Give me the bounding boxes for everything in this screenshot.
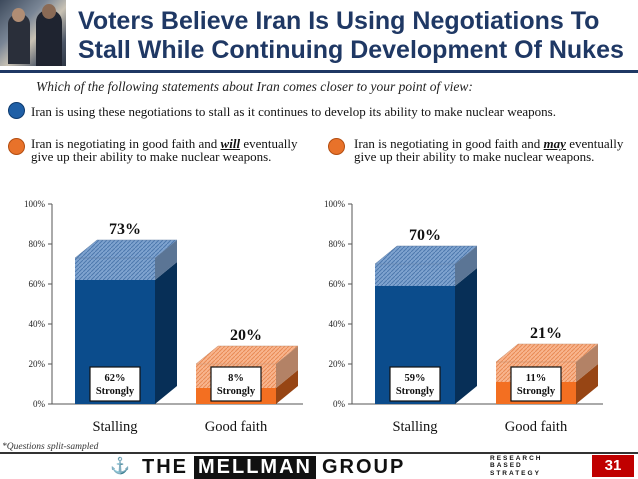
y-tick-label: 20%: [329, 359, 346, 369]
footer-divider: [0, 452, 638, 454]
strongly-label: Strongly: [517, 386, 556, 397]
bar-strong-side: [276, 370, 298, 404]
strongly-value: 59%: [405, 373, 426, 384]
strongly-label: Strongly: [396, 386, 435, 397]
y-tick-label: 40%: [29, 319, 46, 329]
y-tick-label: 40%: [329, 319, 346, 329]
category-label: Stalling: [92, 419, 137, 435]
bar-rest-side: [576, 344, 598, 382]
total-label: 21%: [530, 325, 562, 342]
bar-rest-side: [276, 346, 298, 388]
category-label: Good faith: [505, 419, 568, 435]
page-number: 31: [592, 455, 634, 477]
option-2-text: Iran is negotiating in good faith and wi…: [31, 136, 298, 164]
strongly-box: [210, 366, 262, 402]
question-text: Which of the following statements about …: [36, 79, 473, 94]
y-tick-label: 20%: [29, 359, 46, 369]
total-label: 73%: [109, 221, 141, 238]
bar-top: [374, 245, 478, 265]
bar-top: [195, 345, 299, 365]
strongly-value: 11%: [526, 373, 546, 384]
y-tick-label: 0%: [33, 399, 46, 409]
category-label: Good faith: [205, 419, 268, 435]
bar-strong-side: [576, 364, 598, 404]
bar-strong-side: [155, 262, 177, 404]
total-label: 20%: [230, 327, 262, 344]
strongly-box: [389, 366, 441, 402]
y-tick-label: 100%: [324, 199, 346, 209]
option-2-bullet: [8, 138, 25, 155]
strongly-label: Strongly: [96, 386, 135, 397]
bar-rest-side: [155, 240, 177, 280]
strongly-value: 8%: [228, 373, 244, 384]
strongly-label: Strongly: [217, 386, 256, 397]
page-title: Voters Believe Iran Is Using Negotiation…: [78, 7, 624, 64]
brand-tagline: RESEARCH BASED STRATEGY: [490, 455, 543, 477]
bar-top: [74, 239, 178, 259]
option-3-emphasis: may: [543, 136, 566, 151]
header-photo: [0, 0, 66, 66]
bar-rest-side: [455, 246, 477, 286]
bar-rest-front: [375, 264, 455, 286]
chart-left: 0% 20% 40% 60% 80% 100% 73% 62% Strongly Stalling…: [15, 199, 315, 440]
y-tick-label: 80%: [329, 239, 346, 249]
strongly-box: [510, 366, 562, 402]
category-label: Stalling: [392, 419, 437, 435]
option-1-text: Iran is using these negotiations to stal…: [31, 104, 556, 119]
option-1-bullet: [8, 102, 25, 119]
footnote: *Questions split-sampled: [2, 442, 99, 452]
brand-mark-icon: ⚓: [110, 458, 132, 475]
option-2-emphasis: will: [220, 136, 241, 151]
y-tick-label: 80%: [29, 239, 46, 249]
title-divider: [0, 70, 638, 73]
strongly-box: [89, 366, 141, 402]
option-3-text: Iran is negotiating in good faith and ma…: [354, 136, 624, 164]
total-label: 70%: [409, 227, 441, 244]
bar-strong-side: [455, 268, 477, 404]
option-3-bullet: [328, 138, 345, 155]
y-tick-label: 100%: [24, 199, 46, 209]
bar-rest-front: [75, 258, 155, 280]
strongly-value: 62%: [105, 373, 126, 384]
brand-logo: ⚓ THE MELLMAN GROUP: [110, 455, 406, 479]
y-tick-label: 60%: [29, 279, 46, 289]
bar-top: [495, 343, 599, 363]
chart-right: 0% 20% 40% 60% 80% 100% 70% 59% Strongly Stalling…: [315, 199, 615, 440]
y-tick-label: 60%: [329, 279, 346, 289]
y-tick-label: 0%: [333, 399, 346, 409]
